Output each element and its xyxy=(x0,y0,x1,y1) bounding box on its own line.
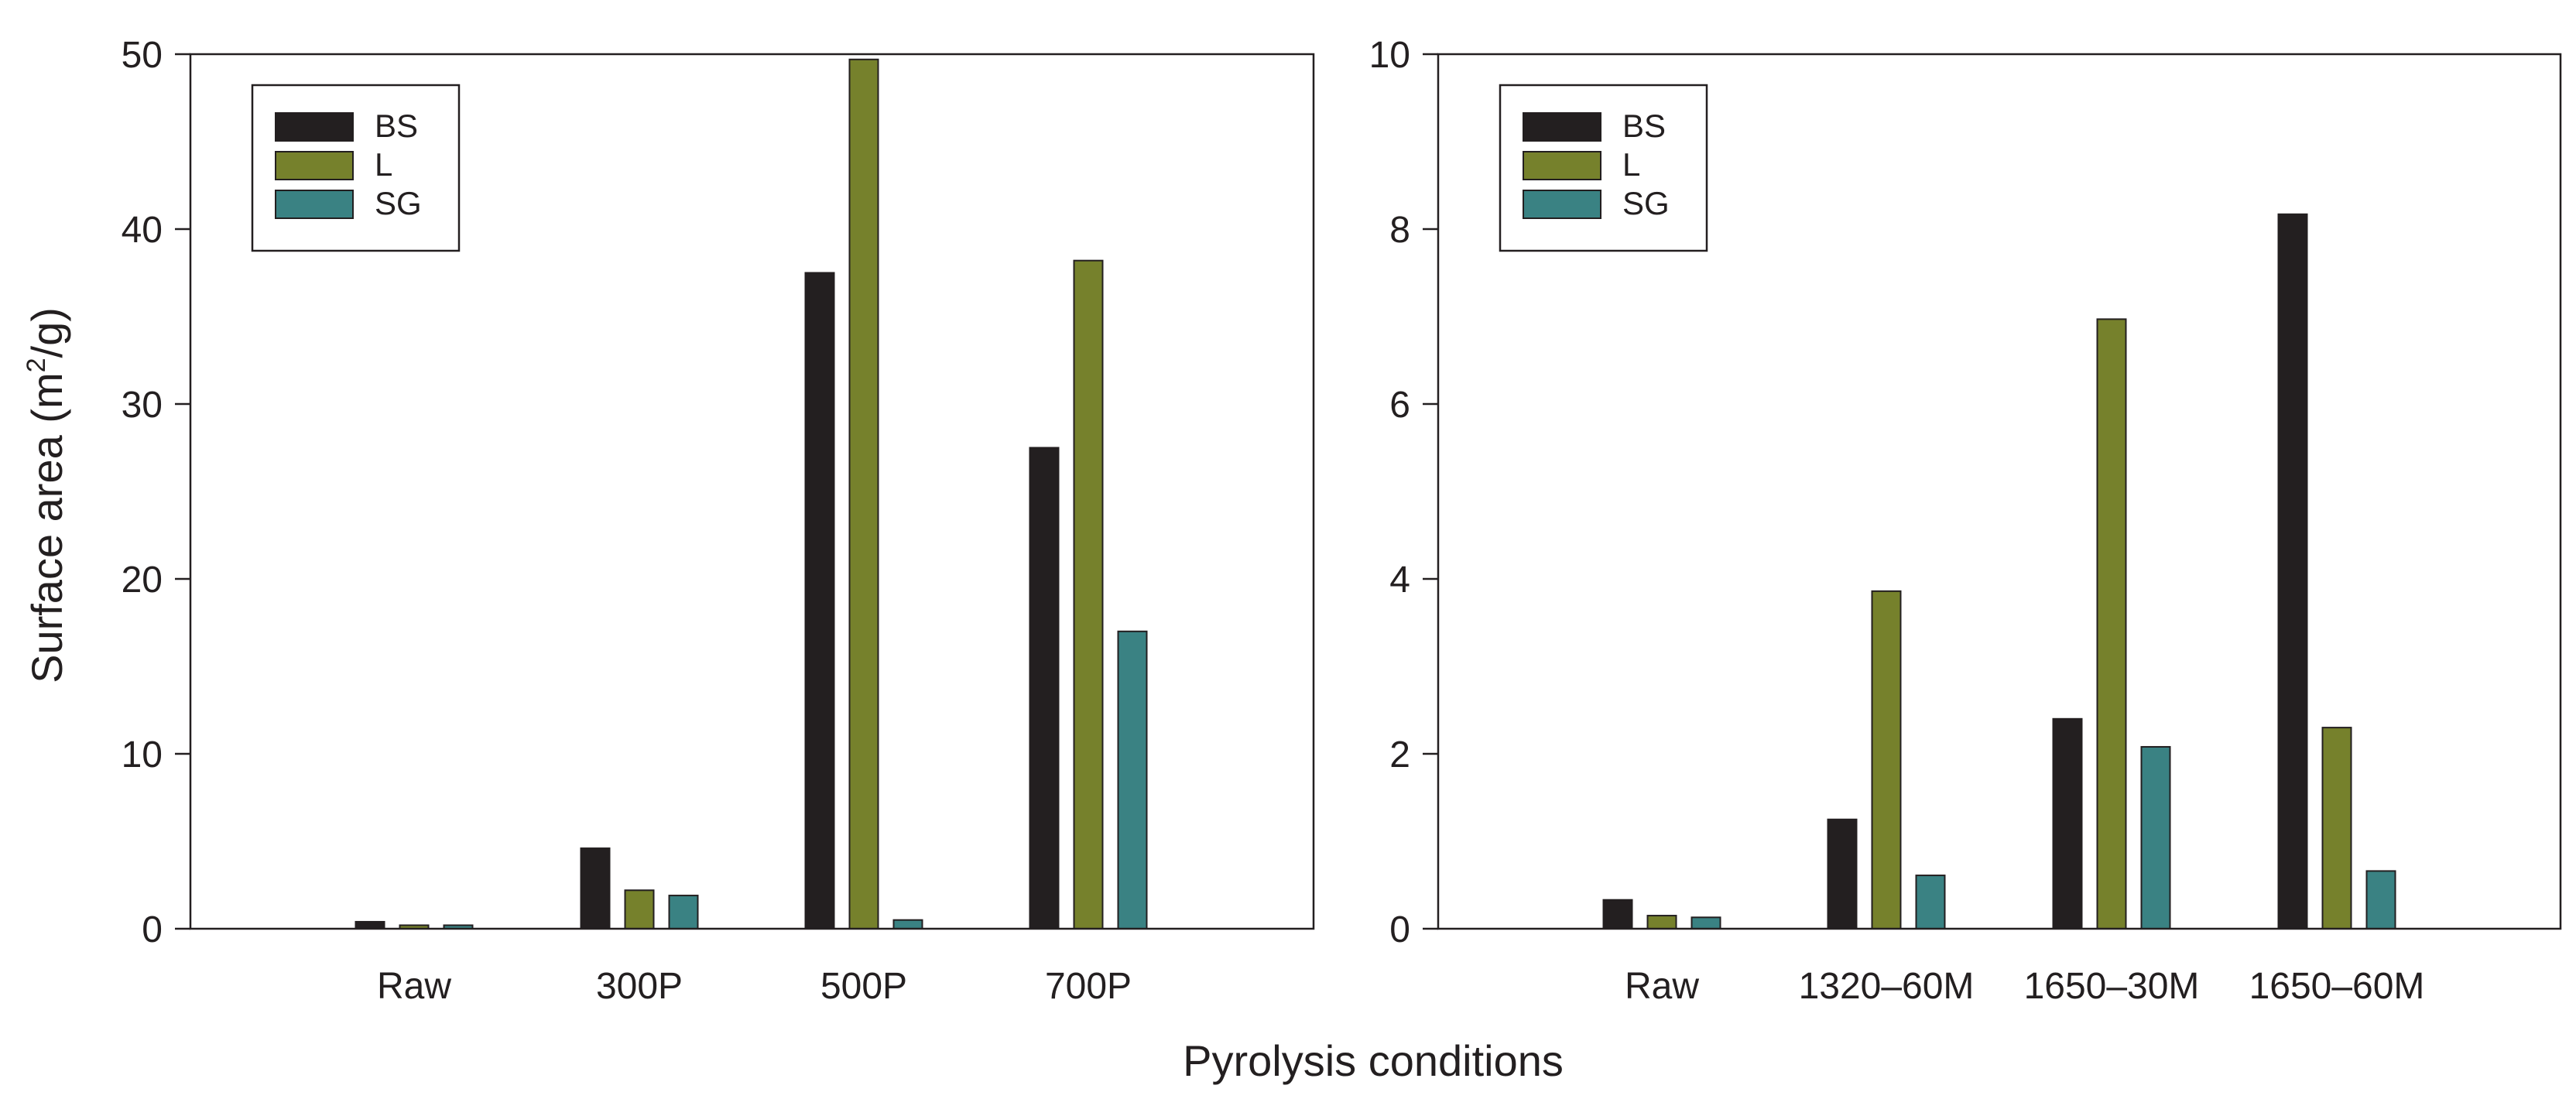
right-y-tick-label: 2 xyxy=(1389,734,1410,775)
right-y-tick-label: 8 xyxy=(1389,210,1410,251)
left-bar-sg-700p xyxy=(1117,630,1148,930)
right-x-tick-label: 1650–30M xyxy=(2024,966,2200,1007)
left-legend-swatch-bs xyxy=(275,112,354,142)
left-x-tick-label: 500P xyxy=(820,966,907,1007)
left-bar-l-500p xyxy=(848,58,879,930)
right-y-tick-label: 10 xyxy=(1369,35,1410,76)
right-bar-l-raw xyxy=(1646,915,1677,930)
right-bar-bs-1320–60m xyxy=(1827,818,1858,930)
right-bar-sg-raw xyxy=(1690,916,1721,930)
left-y-tick-label: 30 xyxy=(122,385,163,426)
left-bar-l-700p xyxy=(1073,259,1104,930)
y-axis-label-superscript: 2 xyxy=(22,358,51,372)
right-x-tick-label: Raw xyxy=(1625,966,1699,1007)
right-legend-label-l: L xyxy=(1622,146,1640,183)
left-bar-bs-500p xyxy=(804,272,835,930)
left-y-tick-label: 10 xyxy=(122,734,163,775)
right-legend-swatch-sg xyxy=(1523,190,1601,219)
y-axis-label-tail: /g) xyxy=(22,307,71,358)
left-y-tick-label: 40 xyxy=(122,210,163,251)
right-legend-label-sg: SG xyxy=(1622,185,1670,221)
right-y-tick-label: 6 xyxy=(1389,385,1410,426)
left-bar-bs-300p xyxy=(580,847,611,930)
left-legend-label-l: L xyxy=(375,146,392,183)
left-bar-bs-700p xyxy=(1029,447,1060,930)
right-bar-l-1650–60m xyxy=(2321,727,2352,930)
right-legend-swatch-l xyxy=(1523,151,1601,180)
y-axis-label: Surface area (m2/g) xyxy=(22,307,71,683)
left-bar-l-300p xyxy=(624,889,655,930)
right-bar-l-1650–30m xyxy=(2096,318,2127,930)
left-y-tick-label: 0 xyxy=(142,909,163,950)
left-plot-frame xyxy=(189,53,1315,930)
right-bar-bs-1650–60m xyxy=(2277,213,2308,930)
left-x-tick-label: Raw xyxy=(377,966,451,1007)
left-x-tick-label: 300P xyxy=(596,966,683,1007)
left-legend-label-sg: SG xyxy=(375,185,422,221)
left-legend-label-bs: BS xyxy=(375,108,418,144)
left-x-tick-label: 700P xyxy=(1045,966,1132,1007)
right-bar-sg-1650–60m xyxy=(2365,870,2396,930)
right-bar-sg-1650–30m xyxy=(2140,745,2171,930)
left-legend-swatch-l xyxy=(275,151,354,180)
left-bar-sg-500p xyxy=(892,919,923,930)
left-bar-sg-300p xyxy=(668,895,699,930)
right-legend-label-bs: BS xyxy=(1622,108,1666,144)
x-axis-label: Pyrolysis conditions xyxy=(1183,1036,1564,1085)
left-bar-bs-raw xyxy=(355,920,385,930)
right-legend-swatch-bs xyxy=(1523,112,1601,142)
left-legend-swatch-sg xyxy=(275,190,354,219)
left-y-tick-label: 20 xyxy=(122,560,163,601)
right-x-tick-label: 1650–60M xyxy=(2249,966,2425,1007)
right-bar-bs-1650–30m xyxy=(2052,717,2083,930)
right-bar-l-1320–60m xyxy=(1871,590,1902,930)
right-y-tick-label: 4 xyxy=(1389,560,1410,601)
right-plot-frame xyxy=(1437,53,2562,930)
right-bar-sg-1320–60m xyxy=(1915,875,1946,930)
left-y-tick-label: 50 xyxy=(122,35,163,76)
right-x-tick-label: 1320–60M xyxy=(1799,966,1975,1007)
right-y-tick-label: 0 xyxy=(1389,909,1410,950)
right-bar-bs-raw xyxy=(1602,899,1633,930)
